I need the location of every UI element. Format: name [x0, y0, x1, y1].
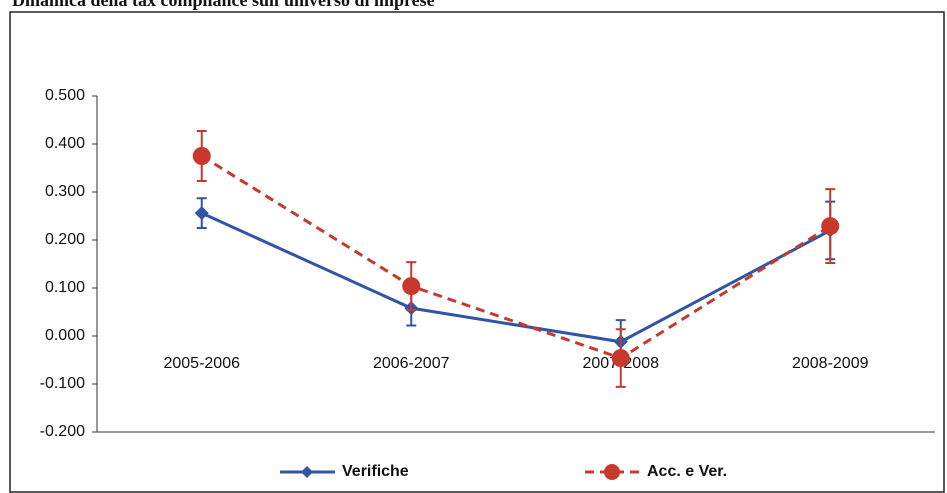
y-tick-label: -0.100 — [40, 375, 85, 392]
y-tick-label: 0.500 — [45, 87, 85, 104]
point — [194, 206, 209, 221]
legend-label: Acc. e Ver. — [647, 463, 727, 480]
y-tick-label: 0.200 — [45, 231, 85, 248]
point — [611, 349, 630, 368]
series-line — [201, 211, 831, 344]
series-line — [200, 154, 832, 360]
x-tick-label: 2005-2006 — [163, 355, 240, 372]
y-tick-label: 0.100 — [45, 279, 85, 296]
x-tick-label: 2008-2009 — [792, 355, 869, 372]
point — [402, 277, 421, 296]
y-tick-label: -0.200 — [40, 423, 85, 440]
legend-marker — [301, 466, 313, 478]
legend-marker — [604, 464, 620, 480]
y-tick-label: 0.300 — [45, 183, 85, 200]
legend-label: Verifiche — [342, 463, 409, 480]
y-tick-label: 0.000 — [45, 327, 85, 344]
point — [192, 147, 211, 165]
point — [821, 217, 840, 236]
y-tick-label: 0.400 — [45, 135, 85, 152]
frame — [9, 11, 945, 493]
chart-title: Dinamica della tax compliance sull'unive… — [12, 0, 435, 10]
x-tick-label: 2006-2007 — [373, 355, 450, 372]
